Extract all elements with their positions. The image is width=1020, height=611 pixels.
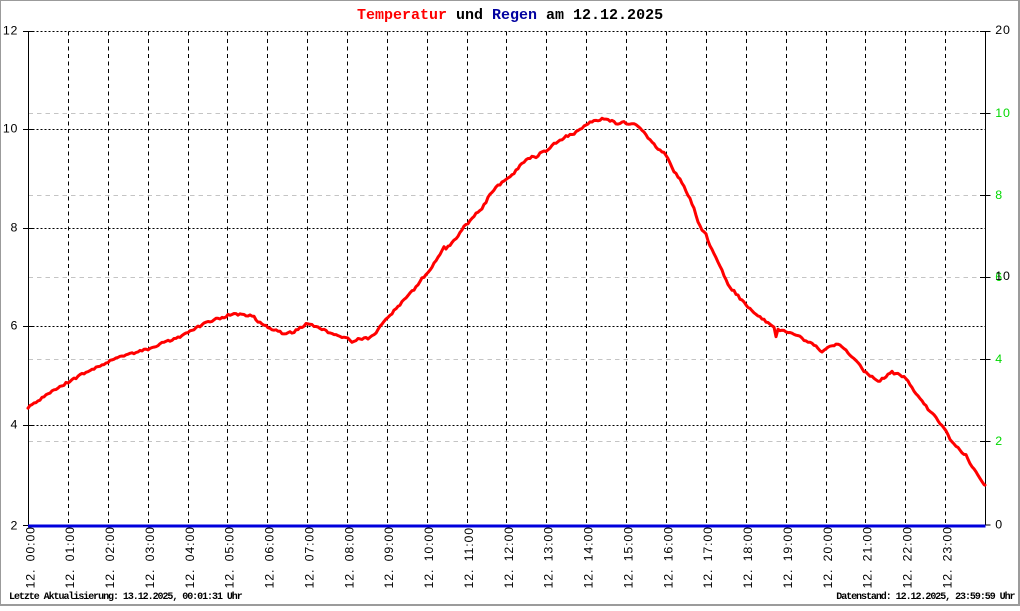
svg-text:4: 4: [11, 418, 19, 432]
svg-text:12. 01:00: 12. 01:00: [63, 526, 77, 588]
svg-text:12. 15:00: 12. 15:00: [621, 526, 635, 588]
svg-text:Letzte Aktualisierung: 13.12.2: Letzte Aktualisierung: 13.12.2025, 00:01…: [9, 591, 243, 603]
svg-text:12. 00:00: 12. 00:00: [23, 526, 37, 588]
svg-text:10: 10: [995, 106, 1010, 120]
svg-text:12. 07:00: 12. 07:00: [302, 526, 316, 588]
svg-text:6: 6: [11, 319, 19, 333]
svg-text:12. 23:00: 12. 23:00: [940, 526, 954, 588]
svg-text:4: 4: [995, 352, 1003, 366]
svg-text:12. 10:00: 12. 10:00: [422, 526, 436, 588]
svg-text:2: 2: [995, 434, 1003, 448]
svg-text:10: 10: [995, 269, 1010, 283]
svg-text:12. 08:00: 12. 08:00: [342, 526, 356, 588]
svg-text:12. 06:00: 12. 06:00: [263, 526, 277, 588]
svg-text:10: 10: [3, 122, 18, 136]
svg-text:12. 20:00: 12. 20:00: [821, 526, 835, 588]
svg-text:12. 19:00: 12. 19:00: [781, 526, 795, 588]
svg-text:12. 18:00: 12. 18:00: [741, 526, 755, 588]
svg-text:2: 2: [11, 518, 19, 532]
svg-text:12. 11:00: 12. 11:00: [462, 527, 476, 589]
svg-text:20: 20: [995, 23, 1010, 37]
svg-text:12: 12: [3, 24, 18, 38]
svg-text:Temperatur und Regen am 12.12.: Temperatur und Regen am 12.12.2025: [357, 7, 663, 24]
svg-text:12. 21:00: 12. 21:00: [861, 526, 875, 588]
svg-text:12. 03:00: 12. 03:00: [143, 526, 157, 588]
svg-text:12. 13:00: 12. 13:00: [542, 526, 556, 588]
svg-text:0: 0: [995, 517, 1003, 531]
svg-text:12. 09:00: 12. 09:00: [382, 526, 396, 588]
svg-text:12. 02:00: 12. 02:00: [103, 526, 117, 588]
svg-text:12. 12:00: 12. 12:00: [502, 526, 516, 588]
svg-text:Datenstand: 12.12.2025, 23:59:: Datenstand: 12.12.2025, 23:59:59 Uhr: [836, 591, 1015, 603]
svg-text:12. 04:00: 12. 04:00: [183, 526, 197, 588]
svg-text:12. 14:00: 12. 14:00: [582, 526, 596, 588]
svg-text:8: 8: [995, 188, 1003, 202]
svg-text:12. 22:00: 12. 22:00: [901, 526, 915, 588]
svg-text:12. 05:00: 12. 05:00: [223, 526, 237, 588]
svg-text:12. 17:00: 12. 17:00: [701, 526, 715, 588]
svg-text:6: 6: [995, 270, 1003, 284]
svg-text:8: 8: [11, 221, 19, 235]
svg-text:12. 16:00: 12. 16:00: [661, 526, 675, 588]
